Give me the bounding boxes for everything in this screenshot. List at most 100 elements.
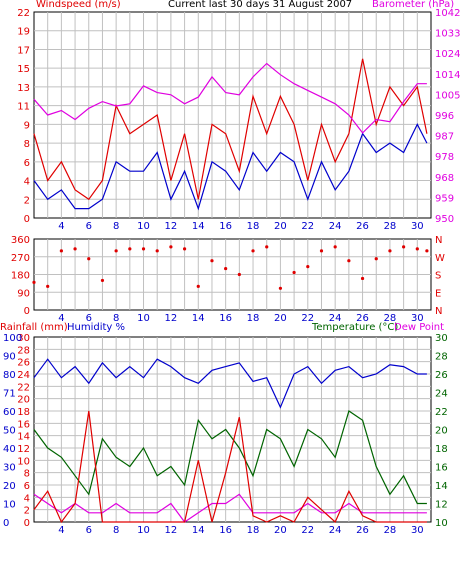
x-tick-label: 4 [58,313,64,324]
y-tick-label: 270 [11,253,30,264]
y-tick-label: 16 [17,419,30,430]
x-tick-label: 4 [58,525,64,536]
y-tick-label: 14 [17,432,30,443]
humidity-tick-label: 10 [3,500,16,511]
x-tick-label: 30 [411,221,424,232]
y2-tick-label: N [435,306,442,317]
wind-direction-point [319,249,324,253]
humidity-tick-label: 80 [3,370,16,381]
x-tick-label: 12 [165,525,178,536]
y-tick-label: 180 [11,271,30,282]
x-tick-label: 6 [86,525,92,536]
chart-header: Windspeed (m/s) Current last 30 days 31 … [0,0,466,12]
x-tick-label: 10 [137,525,150,536]
wind-direction-point [374,257,378,261]
y-tick-label: 15 [17,64,30,75]
y2-tick-label: 987 [435,132,454,143]
x-tick-label: 8 [113,525,119,536]
x-tick-label: 24 [329,525,342,536]
humidity-tick-label: 100 [3,333,22,344]
x-tick-label: 20 [274,525,287,536]
y-tick-label: 9 [24,120,30,131]
x-tick-label: 18 [247,525,260,536]
x-tick-label: 8 [113,313,119,324]
y2-tick-label: S [435,271,441,282]
x-tick-label: 26 [356,221,369,232]
wind-direction-point [425,249,429,253]
y2-tick-label: 18 [435,444,448,455]
wind-direction-point [278,286,283,290]
y-tick-label: 0 [24,306,30,317]
wind-direction-point [59,249,63,253]
wind-direction-point [73,247,77,251]
x-tick-label: 16 [219,525,232,536]
x-tick-label: 24 [329,313,342,324]
y-tick-label: 0 [24,518,30,529]
barometer-header: Barometer (hPa) [372,0,455,10]
dewpoint-label: Dew Point [394,322,444,333]
y2-tick-label: 26 [435,370,448,381]
wind-direction-point [32,280,36,284]
x-tick-label: 12 [165,221,178,232]
y2-tick-label: 12 [435,500,448,511]
y2-tick-label: 14 [435,481,448,492]
wind-direction-point [182,247,187,251]
wind-direction-point [415,247,419,251]
humidity-tick-label: 40 [3,444,16,455]
wind-direction-point [306,265,310,269]
humidity-tick-label: 0 [3,518,9,529]
wind-direction-point [388,249,392,253]
wind-direction-point [251,249,255,253]
chart-title: Current last 30 days 31 August 2007 [168,0,353,10]
x-tick-label: 8 [113,221,119,232]
y2-tick-label: E [435,288,441,299]
humidity-tick-label: 20 [3,481,16,492]
wind-direction-point [141,247,146,251]
wind-direction-point [265,245,269,249]
y-tick-label: 8 [24,139,30,150]
y-tick-label: 8 [24,469,30,480]
y2-tick-label: 1024 [435,49,460,60]
y2-tick-label: 1033 [435,29,460,40]
series-line-humidity [33,358,427,409]
y-tick-label: 19 [17,27,30,38]
series-line-temperature [33,410,427,505]
y-tick-label: 4 [24,177,30,188]
humidity-tick-label: 90 [3,352,16,363]
y-tick-label: 360 [11,235,30,246]
wind-direction-point [169,245,173,249]
y-tick-label: 6 [24,481,30,492]
wind-direction-point [402,245,406,249]
temperature-label: Temperature (°C) [311,322,398,333]
series-line-dew-point [33,493,427,523]
x-tick-label: 22 [301,221,314,232]
y2-tick-label: 959 [435,193,454,204]
y-tick-label: 22 [17,382,30,393]
y2-tick-label: 16 [435,463,448,474]
x-tick-label: 14 [192,221,205,232]
humidity-tick-label: 30 [3,463,16,474]
x-tick-label: 16 [219,221,232,232]
y-tick-label: 24 [17,370,30,381]
y-tick-label: 6 [24,158,30,169]
x-tick-label: 10 [137,313,150,324]
wind-direction-point [196,284,200,288]
x-tick-label: 14 [192,313,205,324]
y-tick-label: 18 [17,407,30,418]
x-tick-label: 22 [301,313,314,324]
y-tick-label: 13 [17,83,30,94]
x-tick-label: 12 [165,313,178,324]
y-tick-label: 17 [17,45,30,56]
series-line-barometer [33,62,427,134]
y-tick-label: 4 [24,493,30,504]
wind-direction-point [114,249,118,253]
y-tick-label: 20 [17,395,30,406]
x-tick-label: 30 [411,525,424,536]
y-tick-label: 10 [17,456,30,467]
x-tick-label: 20 [274,221,287,232]
y-tick-label: 90 [17,288,30,299]
y2-tick-label: N [435,235,442,246]
y2-tick-label: 968 [435,173,454,184]
x-tick-label: 26 [356,313,369,324]
